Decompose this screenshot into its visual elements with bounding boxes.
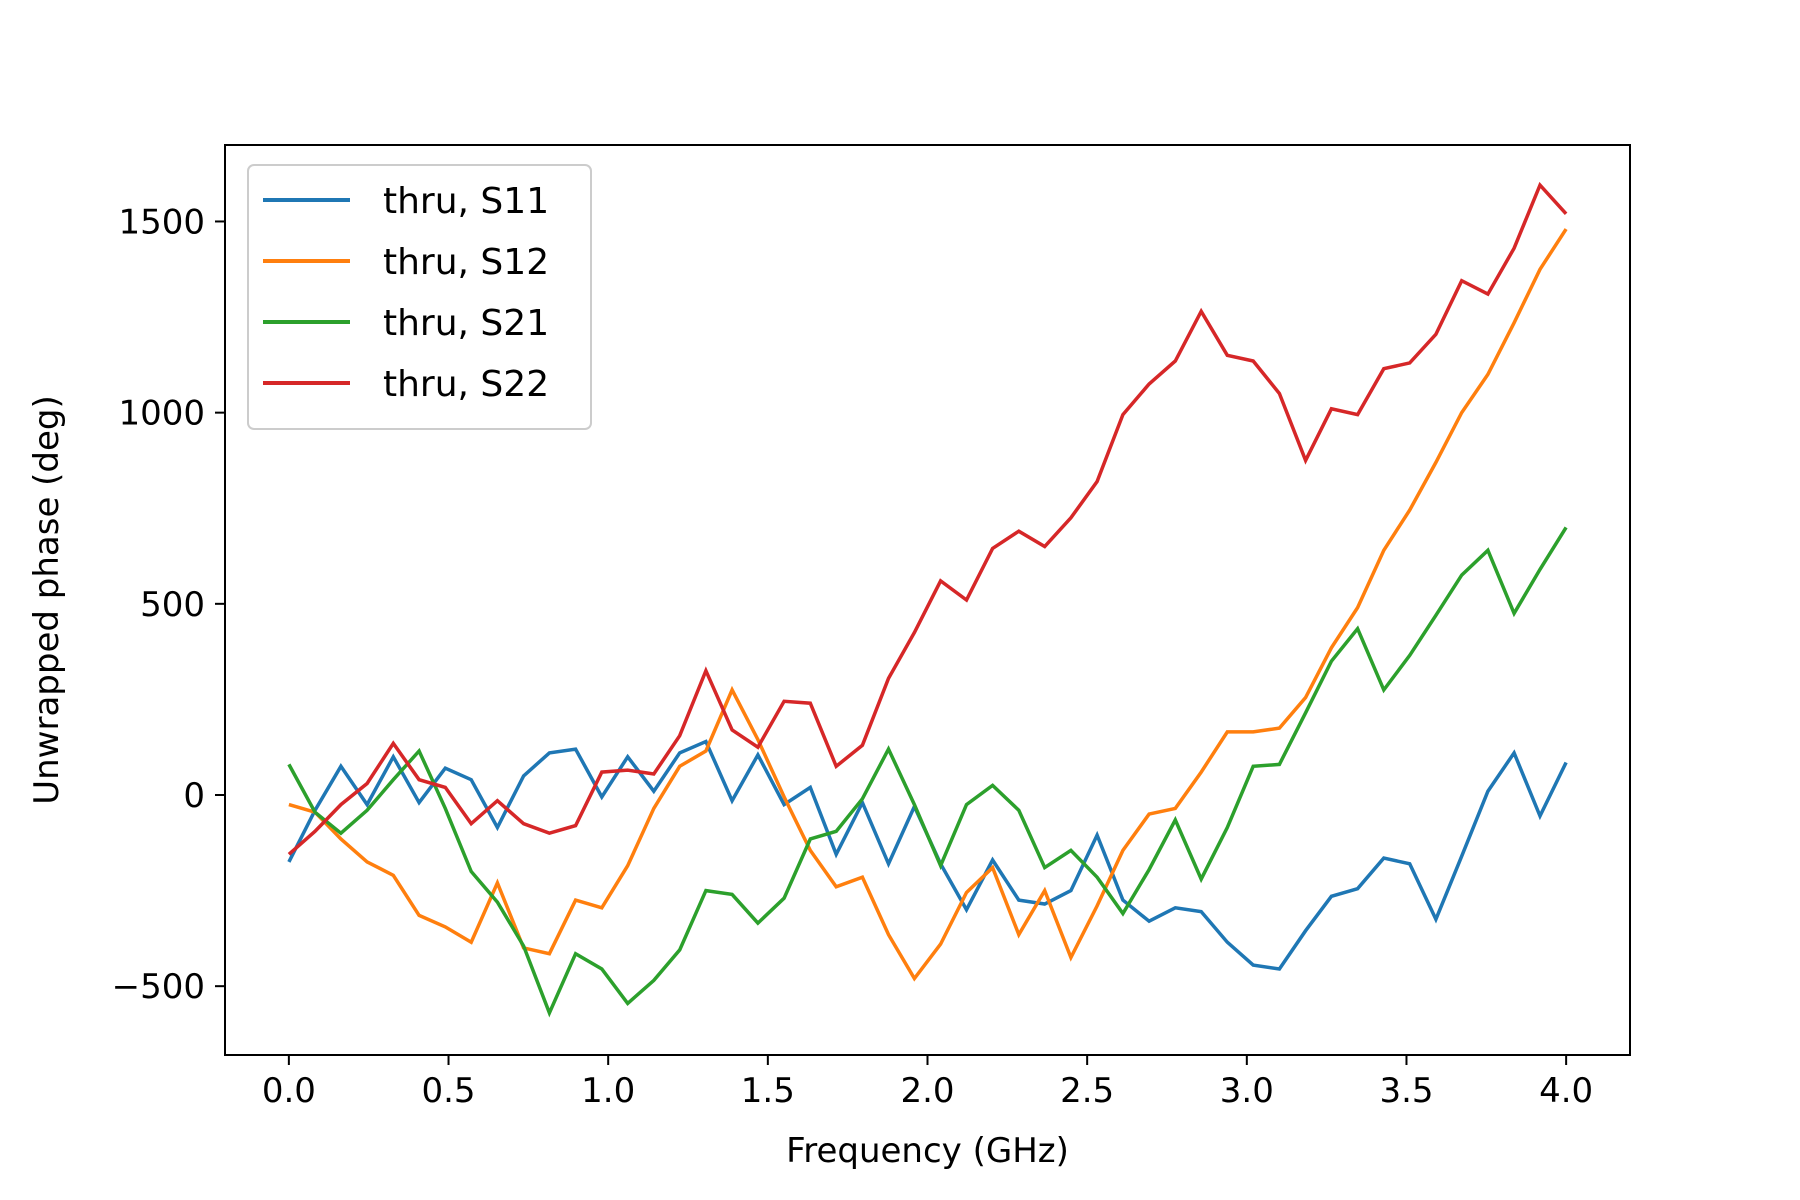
legend-label: thru, S22	[383, 364, 549, 405]
legend: thru, S11 thru, S12 thru, S21 thru, S22	[247, 164, 592, 430]
x-tick-label: 4.0	[1539, 1071, 1593, 1111]
x-tick-label: 0.5	[421, 1071, 475, 1111]
series-lines	[287, 181, 1568, 1018]
y-tick-label: 0	[183, 776, 205, 816]
y-tick-label: −500	[112, 967, 205, 1007]
legend-label: thru, S12	[383, 242, 549, 283]
series-line-3	[287, 526, 1568, 1018]
series-line-4	[287, 181, 1568, 856]
x-tick-label: 3.5	[1379, 1071, 1433, 1111]
y-axis-label: Unwrapped phase (deg)	[27, 395, 67, 805]
x-tick-label: 0.0	[262, 1071, 316, 1111]
legend-box	[247, 164, 592, 430]
x-tick-label: 1.0	[581, 1071, 635, 1111]
y-tick-label: 1000	[118, 394, 205, 434]
y-tick-label: 1500	[118, 202, 205, 242]
series-line-2	[288, 228, 1568, 982]
x-tick-label: 1.5	[741, 1071, 795, 1111]
x-tick-label: 2.0	[900, 1071, 954, 1111]
axis-ticks: 0.0 0.5 1.0 1.5 2.0 2.5 3.0 3.5 4.0 −500 0 500 1000 1…	[112, 202, 1594, 1111]
y-tick-label: 500	[140, 585, 205, 625]
x-tick-label: 3.0	[1220, 1071, 1274, 1111]
legend-label: thru, S11	[383, 181, 549, 222]
plot-frame	[224, 144, 1631, 1056]
x-axis-label: Frequency (GHz)	[786, 1131, 1069, 1171]
legend-label: thru, S21	[383, 303, 549, 344]
x-tick-label: 2.5	[1060, 1071, 1114, 1111]
series-line-1	[287, 739, 1568, 971]
